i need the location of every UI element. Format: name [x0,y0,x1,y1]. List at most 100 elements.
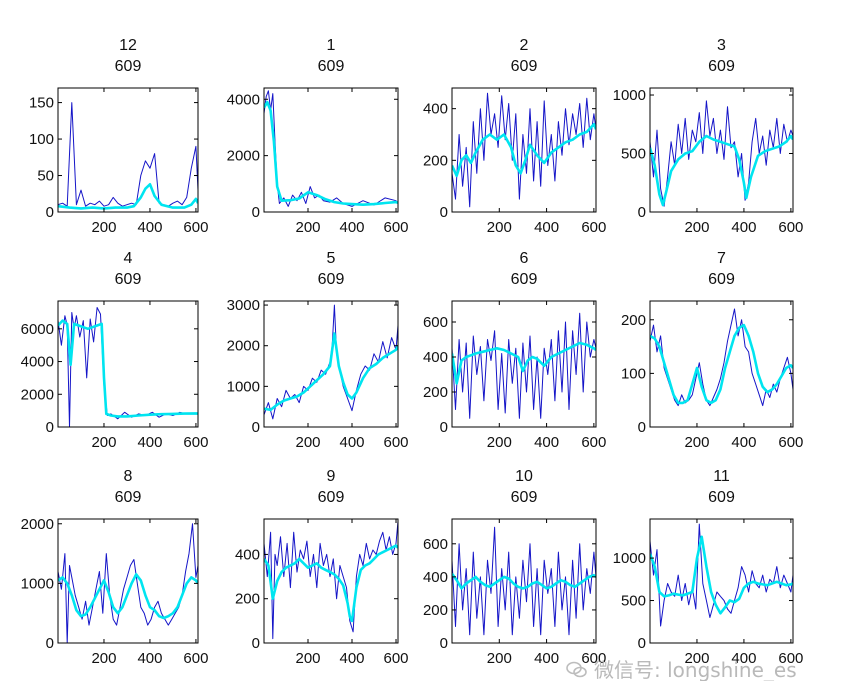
x-tick-label: 600 [384,650,409,667]
subplot-title: 12 [119,37,137,54]
subplot-8: 8 609 0 1000 2000 200 400 600 [21,468,209,667]
subplot-subtitle: 609 [511,489,538,506]
subplot-title: 4 [124,250,133,267]
x-tick-label: 200 [295,650,320,667]
y-tick-label: 50 [37,168,54,185]
series-line-raw [452,93,596,207]
subplot-subtitle: 609 [318,489,345,506]
y-tick-label: 1000 [227,378,260,395]
series-line-raw [650,101,793,206]
x-tick-label: 400 [137,650,162,667]
subplot-title: 7 [717,250,726,267]
y-tick-label: 0 [440,635,448,652]
subplot-title: 8 [124,468,133,485]
x-tick-label: 200 [684,434,709,451]
subplot-3: 360905001000200 400 600 [613,37,804,236]
subplot-2: 2 609 0 200 400 200 400 600 [423,37,606,236]
x-tick-label: 200 [487,434,512,451]
y-tick-label: 200 [621,312,646,329]
y-tick-label: 4000 [227,91,260,108]
y-tick-label: 1000 [21,575,54,592]
subplot-4: 46090200040006000200 400 600 [21,250,209,451]
y-tick-label: 0 [46,635,54,652]
x-tick-label: 400 [731,219,756,236]
plot-frame [58,301,198,427]
subplot-title: 3 [717,37,726,54]
subplot-subtitle: 609 [708,271,735,288]
y-tick-label: 1000 [613,550,646,567]
subplot-9: 9 609 0 200 400 200 400 600 [235,468,409,667]
subplot-11: 11 609 0 500 1000 200 400 600 [613,468,804,667]
x-tick-label: 600 [183,219,208,236]
x-tick-label: 200 [684,219,709,236]
x-tick-label: 200 [91,650,116,667]
subplot-title: 11 [713,468,730,485]
y-tick-label: 200 [423,384,448,401]
subplot-title: 10 [515,468,533,485]
y-tick-label: 4000 [21,354,54,371]
series-line-raw [58,103,198,207]
series-line-raw [264,521,398,638]
subplot-0: 12609050100150200 400 600 [29,37,208,236]
subplot-subtitle: 609 [511,58,538,75]
y-tick-label: 2000 [227,338,260,355]
subplot-title: 2 [520,37,529,54]
series-line-raw [58,524,198,643]
x-tick-label: 400 [534,650,559,667]
subplot-subtitle: 609 [115,271,142,288]
subplot-subtitle: 609 [318,271,345,288]
y-tick-label: 500 [621,593,646,610]
series-line-smoothed [264,546,398,621]
y-tick-label: 0 [638,419,646,436]
x-tick-label: 200 [295,219,320,236]
y-tick-label: 6000 [21,321,54,338]
subplot-subtitle: 609 [511,271,538,288]
x-tick-label: 200 [91,434,116,451]
subplot-subtitle: 609 [115,489,142,506]
y-tick-label: 400 [235,546,260,563]
x-tick-label: 600 [384,434,409,451]
y-tick-label: 2000 [21,516,54,533]
subplot-subtitle: 609 [318,58,345,75]
y-tick-label: 600 [423,536,448,553]
y-tick-label: 0 [638,635,646,652]
x-tick-label: 600 [183,434,208,451]
series-line-smoothed [650,325,793,403]
plot-frame [264,519,398,643]
subplot-5: 5 609 0 1000 2000 3000 200 400 600 [227,250,409,451]
x-tick-label: 600 [384,219,409,236]
y-tick-label: 2000 [227,148,260,165]
subplot-6: 66090200400600200 400 600 [423,250,606,451]
subplot-title: 6 [520,250,529,267]
x-tick-label: 400 [534,434,559,451]
wechat-icon [566,661,588,679]
y-tick-label: 400 [423,349,448,366]
series-line-raw [452,527,596,634]
x-tick-label: 200 [295,434,320,451]
y-tick-label: 200 [235,591,260,608]
y-tick-label: 0 [252,635,260,652]
series-line-smoothed [58,574,198,618]
y-tick-label: 0 [252,419,260,436]
x-tick-label: 600 [778,219,803,236]
plot-frame [452,519,596,643]
x-tick-label: 600 [183,650,208,667]
x-tick-label: 600 [581,219,606,236]
plot-frame [58,519,198,643]
x-tick-label: 400 [339,219,364,236]
x-tick-label: 400 [339,434,364,451]
plot-frame [264,88,398,212]
subplot-title: 5 [327,250,336,267]
x-tick-label: 400 [534,219,559,236]
y-tick-label: 1000 [613,87,646,104]
subplot-subtitle: 609 [115,58,142,75]
x-tick-label: 400 [339,650,364,667]
y-tick-label: 500 [621,146,646,163]
chart-grid-figure: 12609050100150200 400 6001609020004000200 4… [0,0,845,681]
y-tick-label: 0 [440,204,448,221]
x-tick-label: 600 [581,434,606,451]
series-line-smoothed [264,102,398,205]
y-tick-label: 0 [252,204,260,221]
y-tick-label: 0 [46,419,54,436]
y-tick-label: 200 [423,152,448,169]
